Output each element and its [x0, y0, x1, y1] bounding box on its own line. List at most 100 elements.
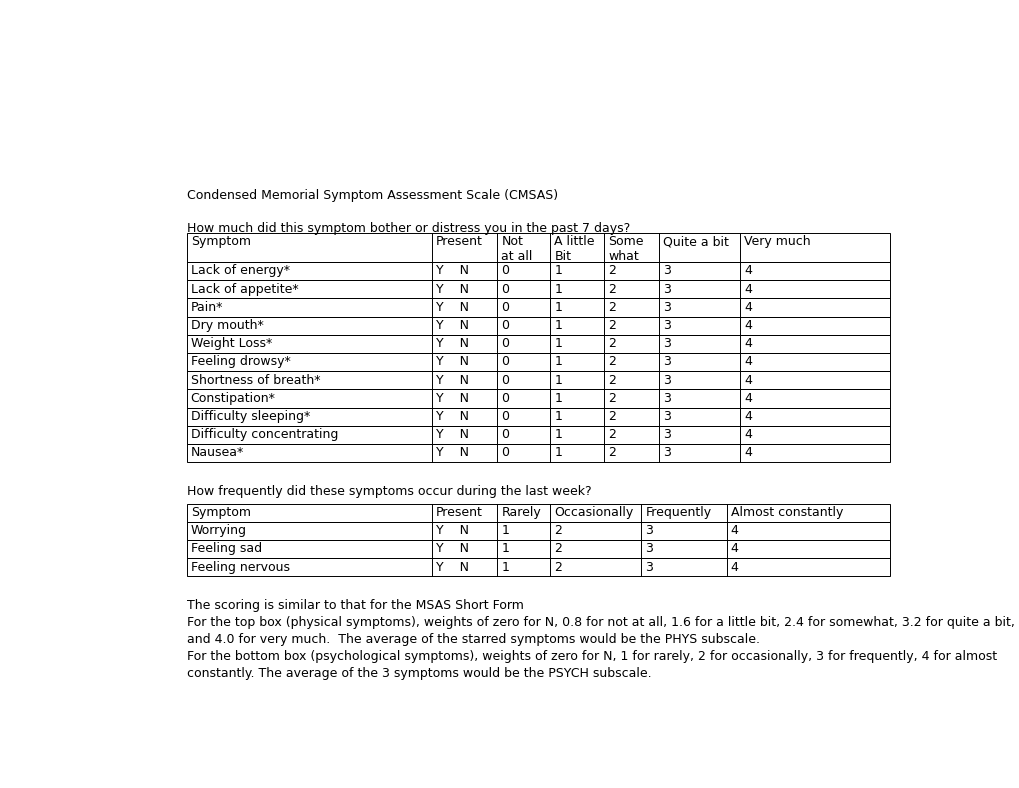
Text: Occasionally: Occasionally: [554, 506, 633, 519]
Text: 3: 3: [662, 265, 669, 277]
Text: 2: 2: [607, 265, 615, 277]
Bar: [186, 444, 890, 463]
Bar: [186, 317, 890, 335]
Text: 2: 2: [607, 319, 615, 332]
Text: Feeling nervous: Feeling nervous: [191, 560, 289, 574]
Bar: [186, 299, 890, 317]
Text: 1: 1: [554, 265, 561, 277]
Text: 0: 0: [501, 265, 508, 277]
Text: 3: 3: [662, 374, 669, 387]
Text: How much did this symptom bother or distress you in the past 7 days?: How much did this symptom bother or dist…: [186, 222, 630, 235]
Text: 1: 1: [554, 392, 561, 405]
Text: Lack of appetite*: Lack of appetite*: [191, 283, 299, 296]
Text: 4: 4: [744, 355, 751, 369]
Text: Feeling sad: Feeling sad: [191, 542, 262, 556]
Text: Worrying: Worrying: [191, 524, 247, 537]
Text: 4: 4: [730, 524, 738, 537]
Text: 0: 0: [501, 337, 508, 350]
Text: 0: 0: [501, 374, 508, 387]
Text: For the bottom box (psychological symptoms), weights of zero for N, 1 for rarely: For the bottom box (psychological sympto…: [186, 650, 996, 663]
Text: 0: 0: [501, 319, 508, 332]
Text: Y    N: Y N: [435, 429, 469, 441]
Text: 4: 4: [744, 301, 751, 314]
Bar: [186, 540, 890, 558]
Text: Pain*: Pain*: [191, 301, 223, 314]
Text: 0: 0: [501, 392, 508, 405]
Text: Y    N: Y N: [435, 301, 469, 314]
Text: 0: 0: [501, 301, 508, 314]
Text: Y    N: Y N: [435, 560, 469, 574]
Text: Y    N: Y N: [435, 524, 469, 537]
Bar: [186, 371, 890, 389]
Text: Present: Present: [435, 506, 482, 519]
Text: 4: 4: [730, 560, 738, 574]
Text: 2: 2: [554, 560, 561, 574]
Text: 1: 1: [501, 524, 508, 537]
Text: Symptom: Symptom: [191, 506, 251, 519]
Text: Very much: Very much: [744, 236, 810, 248]
Text: Frequently: Frequently: [645, 506, 710, 519]
Text: 1: 1: [501, 542, 508, 556]
Text: 3: 3: [645, 524, 652, 537]
Text: 1: 1: [554, 301, 561, 314]
Text: Symptom: Symptom: [191, 236, 251, 248]
Bar: [186, 262, 890, 281]
Text: 4: 4: [744, 337, 751, 350]
Text: 4: 4: [744, 429, 751, 441]
Text: and 4.0 for very much.  The average of the starred symptoms would be the PHYS su: and 4.0 for very much. The average of th…: [186, 634, 759, 646]
Text: 1: 1: [554, 447, 561, 459]
Text: 0: 0: [501, 447, 508, 459]
Text: Shortness of breath*: Shortness of breath*: [191, 374, 320, 387]
Text: 3: 3: [662, 283, 669, 296]
Text: Weight Loss*: Weight Loss*: [191, 337, 272, 350]
Text: Present: Present: [435, 236, 482, 248]
Bar: [186, 504, 890, 522]
Text: 1: 1: [554, 319, 561, 332]
Text: Difficulty sleeping*: Difficulty sleeping*: [191, 410, 310, 423]
Text: 3: 3: [645, 560, 652, 574]
Text: 3: 3: [662, 355, 669, 369]
Text: 3: 3: [662, 392, 669, 405]
Text: Difficulty concentrating: Difficulty concentrating: [191, 429, 337, 441]
Text: Feeling drowsy*: Feeling drowsy*: [191, 355, 290, 369]
Text: constantly. The average of the 3 symptoms would be the PSYCH subscale.: constantly. The average of the 3 symptom…: [186, 667, 651, 680]
Text: Nausea*: Nausea*: [191, 447, 244, 459]
Text: 2: 2: [607, 337, 615, 350]
Bar: [186, 389, 890, 407]
Text: 3: 3: [662, 429, 669, 441]
Text: Constipation*: Constipation*: [191, 392, 275, 405]
Text: 3: 3: [662, 319, 669, 332]
Bar: [186, 522, 890, 540]
Text: Rarely: Rarely: [501, 506, 541, 519]
Text: 4: 4: [744, 374, 751, 387]
Text: 4: 4: [744, 265, 751, 277]
Text: A little
Bit: A little Bit: [554, 236, 594, 263]
Text: 2: 2: [607, 374, 615, 387]
Text: 0: 0: [501, 410, 508, 423]
Text: 2: 2: [607, 429, 615, 441]
Text: Y    N: Y N: [435, 374, 469, 387]
Bar: [186, 335, 890, 353]
Bar: [186, 353, 890, 371]
Bar: [186, 281, 890, 299]
Text: Y    N: Y N: [435, 283, 469, 296]
Text: 1: 1: [554, 374, 561, 387]
Text: Y    N: Y N: [435, 447, 469, 459]
Text: How frequently did these symptoms occur during the last week?: How frequently did these symptoms occur …: [186, 485, 591, 498]
Text: 2: 2: [554, 524, 561, 537]
Text: 3: 3: [645, 542, 652, 556]
Text: Not
at all: Not at all: [501, 236, 532, 263]
Text: Lack of energy*: Lack of energy*: [191, 265, 289, 277]
Text: 3: 3: [662, 337, 669, 350]
Text: For the top box (physical symptoms), weights of zero for N, 0.8 for not at all, : For the top box (physical symptoms), wei…: [186, 616, 1014, 630]
Text: 0: 0: [501, 355, 508, 369]
Text: 4: 4: [744, 283, 751, 296]
Text: 2: 2: [554, 542, 561, 556]
Text: 2: 2: [607, 355, 615, 369]
Text: Y    N: Y N: [435, 355, 469, 369]
Text: Y    N: Y N: [435, 337, 469, 350]
Text: Almost constantly: Almost constantly: [730, 506, 842, 519]
Bar: [186, 233, 890, 262]
Bar: [186, 407, 890, 426]
Text: 1: 1: [554, 355, 561, 369]
